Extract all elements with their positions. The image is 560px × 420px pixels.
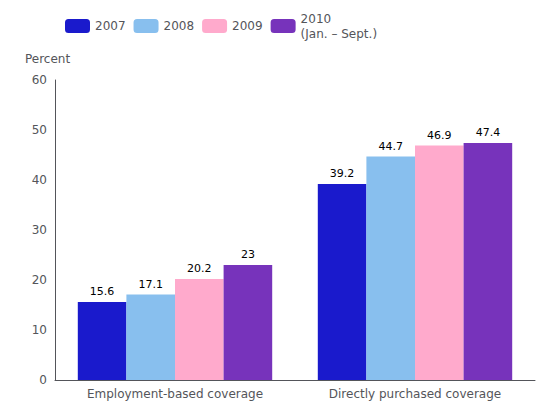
svg-text:15.6: 15.6 — [90, 285, 115, 298]
svg-text:Percent: Percent — [25, 52, 70, 66]
svg-text:10: 10 — [32, 323, 47, 337]
svg-text:23: 23 — [241, 248, 255, 261]
svg-text:30: 30 — [32, 223, 47, 237]
svg-text:2008: 2008 — [164, 19, 195, 33]
svg-text:47.4: 47.4 — [476, 126, 501, 139]
svg-text:46.9: 46.9 — [427, 129, 452, 142]
svg-text:17.1: 17.1 — [138, 278, 163, 291]
svg-text:2010: 2010 — [301, 12, 332, 26]
svg-text:40: 40 — [32, 173, 47, 187]
svg-text:39.2: 39.2 — [330, 167, 355, 180]
svg-text:20: 20 — [32, 273, 47, 287]
svg-text:60: 60 — [32, 73, 47, 87]
svg-text:2007: 2007 — [95, 19, 126, 33]
svg-text:2009: 2009 — [232, 19, 263, 33]
svg-text:0: 0 — [39, 373, 47, 387]
svg-text:(Jan. – Sept.): (Jan. – Sept.) — [301, 27, 377, 41]
svg-text:Employment-based coverage: Employment-based coverage — [87, 387, 263, 401]
svg-text:50: 50 — [32, 123, 47, 137]
svg-text:Directly purchased coverage: Directly purchased coverage — [329, 387, 501, 401]
svg-text:20.2: 20.2 — [187, 262, 212, 275]
svg-text:44.7: 44.7 — [378, 140, 403, 153]
